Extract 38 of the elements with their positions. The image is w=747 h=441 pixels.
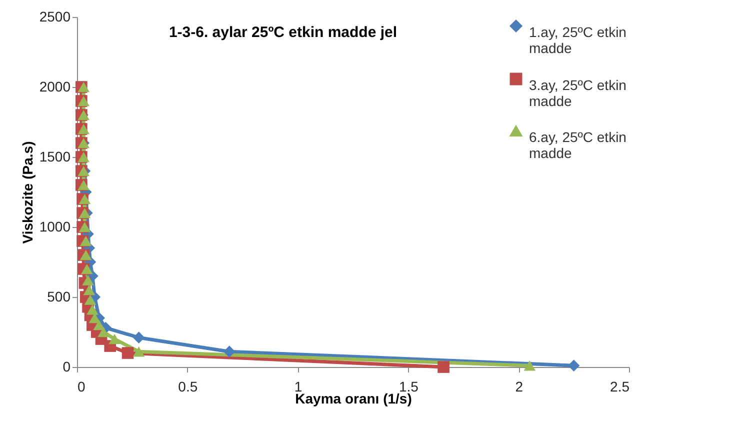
legend-label: 3.ay, 25ºC etkin madde [529,77,626,109]
y-tick-label: 1000 [39,218,71,234]
y-tick-label: 2000 [39,78,71,94]
legend-label: 6.ay, 25ºC etkin madde [529,129,626,161]
point [223,346,236,358]
y-axis-title: Viskozite (Pa.s) [19,141,36,244]
point [78,152,90,162]
x-tick-label: 0.5 [178,378,198,394]
point [78,180,90,190]
point [98,326,110,338]
y-tick-label: 2500 [39,8,71,24]
point [524,360,536,371]
legend-label: 1.ay, 25ºC etkin madde [529,24,626,56]
point [81,264,93,274]
point [84,294,96,305]
point [80,236,92,246]
point [122,347,134,359]
point [78,124,90,134]
point [132,332,145,344]
point [78,194,91,204]
point [132,346,145,357]
point [78,82,90,92]
point [438,361,450,373]
point [108,334,120,344]
point [82,275,94,286]
text: 1-3-6. aylar 25ºC etkin madde jel [168,24,398,41]
y-tick-label: 500 [47,288,71,304]
point [86,304,98,315]
x-tick-label: 2 [515,378,524,394]
point [78,222,91,232]
y-tick-label: 1500 [39,148,71,164]
x-tick-label: 0 [78,378,86,394]
point [78,96,90,106]
point [93,320,105,330]
x-tick-label: 2.5 [610,378,630,394]
point [78,208,91,218]
y-tick-label: 0 [62,358,71,374]
point [83,284,96,296]
